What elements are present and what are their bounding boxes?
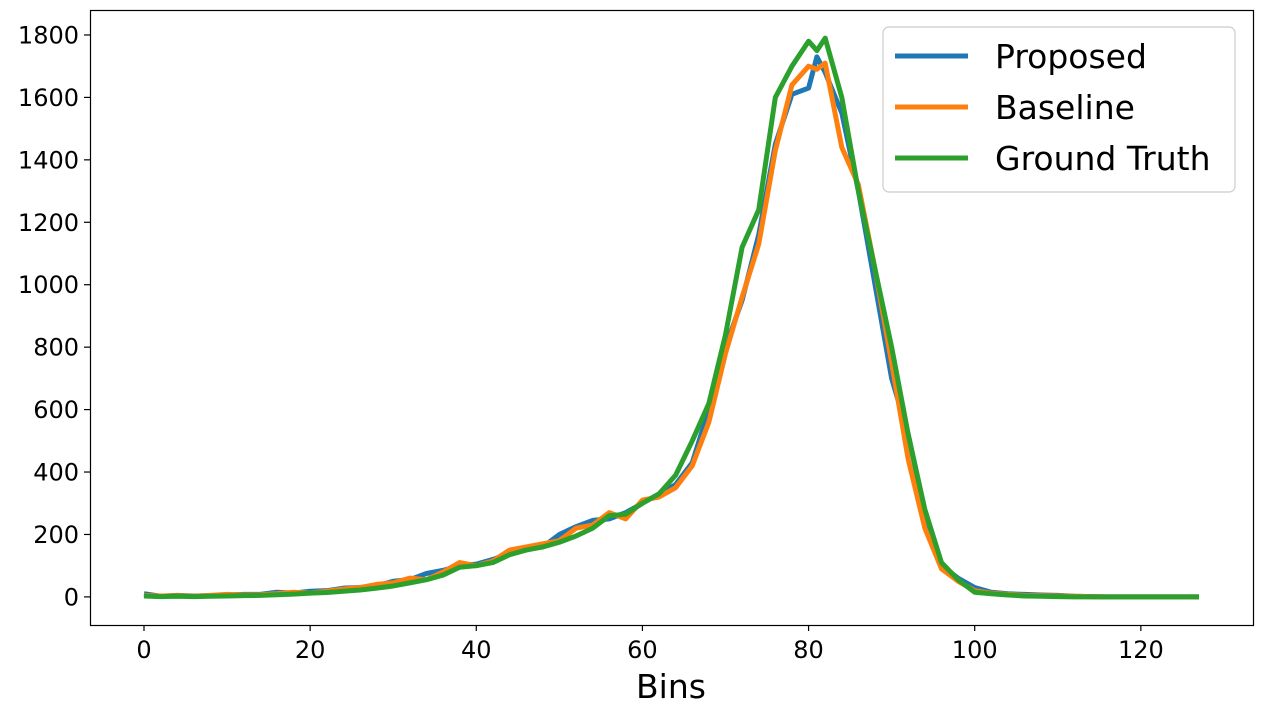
legend-item-proposed: Proposed (895, 37, 1147, 76)
y-tick-label: 1400 (18, 146, 79, 174)
y-tick-label: 600 (33, 396, 79, 424)
legend-item-baseline: Baseline (895, 88, 1135, 127)
x-axis-label: Bins (636, 667, 706, 706)
y-tick-label: 1200 (18, 209, 79, 237)
legend-item-ground-truth: Ground Truth (895, 139, 1211, 178)
x-tick-label: 40 (461, 636, 492, 664)
plot-frame (89, 9, 1255, 627)
series-layer (143, 35, 1199, 600)
legend-items: Proposed Baseline Ground Truth (895, 37, 1211, 178)
legend-frame (882, 26, 1236, 193)
x-tick-label: 100 (952, 636, 998, 664)
x-axis-ticks: 0 20 40 60 80 100 120 (136, 625, 1164, 664)
x-tick-label: 0 (136, 636, 151, 664)
y-tick-label: 1800 (18, 21, 79, 49)
y-axis-ticks: 0 200 400 600 800 1000 1200 1400 1600 1800 (18, 21, 90, 611)
y-tick-label: 200 (33, 521, 79, 549)
x-tick-label: 80 (793, 636, 824, 664)
y-tick-label: 1000 (18, 271, 79, 299)
x-tick-label: 120 (1118, 636, 1164, 664)
legend-label: Baseline (995, 88, 1135, 127)
legend: Proposed Baseline Ground Truth (882, 26, 1236, 193)
y-tick-label: 800 (33, 334, 79, 362)
legend-label: Proposed (995, 37, 1147, 76)
x-tick-label: 20 (295, 636, 326, 664)
y-tick-label: 400 (33, 459, 79, 487)
y-tick-label: 0 (64, 583, 79, 611)
legend-label: Ground Truth (995, 139, 1211, 178)
x-tick-label: 60 (627, 636, 658, 664)
y-tick-label: 1600 (18, 84, 79, 112)
series-line-ground-truth (143, 35, 1199, 600)
